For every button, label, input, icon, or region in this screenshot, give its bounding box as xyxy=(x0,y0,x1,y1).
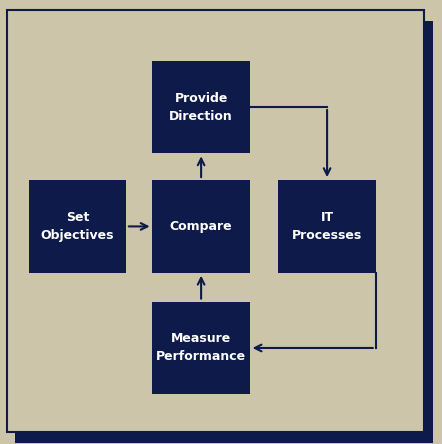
Bar xyxy=(278,180,376,273)
Text: Provide
Direction: Provide Direction xyxy=(169,91,233,123)
Bar xyxy=(29,180,126,273)
Text: Set
Objectives: Set Objectives xyxy=(41,211,114,242)
Bar xyxy=(152,301,250,394)
Bar xyxy=(152,61,250,154)
Bar xyxy=(152,180,250,273)
Text: Measure
Performance: Measure Performance xyxy=(156,333,246,364)
Text: IT
Processes: IT Processes xyxy=(292,211,362,242)
Text: Compare: Compare xyxy=(170,220,232,233)
